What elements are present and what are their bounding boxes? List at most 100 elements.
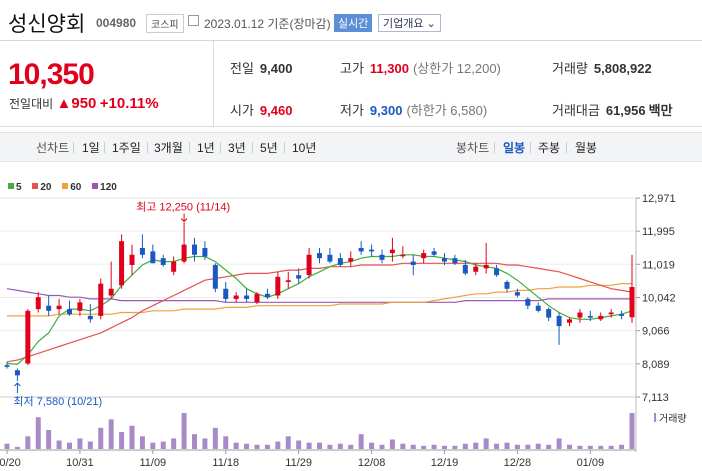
value: 61,956 [605, 103, 646, 118]
high-annotation: 최고 12,250 (11/14) [136, 200, 230, 213]
volume-bar [587, 445, 593, 449]
candle-body [462, 264, 468, 274]
volume-bar [192, 434, 197, 449]
y-tick-label: 9,066 [642, 326, 670, 338]
tab-period-10y[interactable]: 10년 [292, 141, 317, 155]
candle-body [556, 315, 562, 327]
volume-bar [421, 445, 427, 449]
label: 시가 [230, 103, 254, 118]
calendar-icon [188, 15, 199, 26]
ma-legend: 5 20 60 120 [8, 182, 125, 193]
unit: 백만 [648, 103, 673, 118]
volume-bar [483, 438, 489, 449]
tab-line-chart[interactable]: 선차트 [36, 141, 70, 155]
stock-header: 성신양회 004980 코스피 2023.01.12 기준(장마감) 실시간 기… [0, 0, 702, 40]
volume-bar [4, 443, 10, 449]
y-tick-label: 10,042 [642, 293, 676, 305]
x-tick-label: 12/08 [358, 457, 386, 469]
candle-body [608, 312, 614, 315]
change-rate: +10.11% [99, 95, 159, 112]
candle-body [35, 297, 41, 310]
candle-body [67, 309, 72, 315]
volume-bar [473, 442, 479, 449]
stat-high: 고가 11,300 (상한가 12,200) [340, 58, 501, 77]
legend-ma20: 20 [32, 182, 51, 193]
candle-body [400, 254, 406, 257]
tab-candle-chart[interactable]: 봉차트 [456, 141, 490, 155]
y-tick-label: 12,971 [642, 193, 676, 205]
value: 9,300 [369, 103, 403, 118]
volume-bar [369, 442, 375, 449]
volume-bar [108, 419, 114, 449]
value: 9,400 [259, 61, 293, 76]
volume-bar [619, 444, 625, 449]
volume-bar [546, 444, 552, 449]
candle-body [77, 302, 83, 311]
legend-ma60-label: 60 [70, 182, 82, 193]
volume-bar [514, 444, 520, 449]
company-info-dropdown[interactable]: 기업개요 ⌄ [378, 14, 441, 32]
stat-amount: 거래대금 61,956 백만 [552, 100, 673, 119]
value: 5,808,922 [593, 61, 652, 76]
volume-legend-swatch [654, 413, 656, 422]
tab-period-1y[interactable]: 1년 [197, 141, 215, 155]
x-tick-label: 01/09 [577, 457, 605, 469]
candle-body [504, 281, 510, 289]
price-change: 전일대비 ▲950 +10.11% [9, 95, 159, 112]
high-arrow-head [180, 218, 188, 223]
y-tick-label: 8,089 [642, 359, 670, 371]
volume-bar [119, 432, 125, 449]
tab-period-3m[interactable]: 3개월 [154, 141, 183, 155]
volume-bar [504, 442, 510, 449]
volume-bar [389, 439, 395, 449]
candle-body [473, 266, 479, 272]
candle-body [139, 247, 145, 255]
volume-bar [442, 445, 447, 449]
candle-body [546, 309, 552, 318]
candle-body [129, 254, 135, 265]
legend-ma5: 5 [8, 182, 22, 193]
change-label: 전일대비 [9, 97, 54, 111]
candle-body [514, 292, 520, 296]
volume-bar [577, 445, 583, 449]
ma20-line [6, 262, 633, 363]
label: 거래량 [552, 61, 588, 76]
stat-prev-close: 전일 9,400 [230, 58, 292, 77]
candle-body [87, 315, 93, 320]
market-badge: 코스피 [146, 14, 184, 33]
legend-ma120-label: 120 [100, 182, 117, 193]
volume-bar [431, 444, 437, 449]
candle-body [160, 258, 166, 265]
legend-ma120: 120 [92, 182, 117, 193]
up-triangle-icon: ▲ [56, 95, 72, 112]
candle-body [525, 298, 531, 306]
candle-body [619, 314, 625, 316]
label: 고가 [340, 61, 364, 76]
tab-divider [284, 142, 285, 153]
volume-bar [337, 443, 343, 449]
volume-bar [56, 440, 62, 449]
candle-body [494, 268, 500, 276]
volume-label: 거래량 [659, 413, 687, 425]
stat-volume: 거래량 5,808,922 [552, 58, 652, 77]
tab-divider [252, 142, 253, 153]
candle-body [379, 254, 385, 260]
tab-daily[interactable]: 일봉 [503, 141, 526, 155]
candle-body [150, 251, 156, 264]
x-tick-label: 11/29 [285, 457, 312, 469]
tab-divider [220, 142, 221, 153]
volume-bar [160, 441, 166, 449]
volume-bar [306, 442, 312, 449]
stock-name: 성신양회 [8, 13, 86, 36]
stat-low: 저가 9,300 (하한가 6,580) [340, 100, 487, 119]
tab-period-1d[interactable]: 1일 [82, 141, 100, 155]
realtime-button[interactable]: 실시간 [334, 14, 373, 32]
candle-body [358, 247, 364, 252]
tab-weekly[interactable]: 주봉 [538, 141, 561, 155]
tab-period-5y[interactable]: 5년 [260, 141, 278, 155]
tab-period-1w[interactable]: 1주일 [112, 141, 141, 155]
tab-period-3y[interactable]: 3년 [228, 141, 246, 155]
volume-bar [202, 438, 208, 449]
volume-bar [46, 429, 52, 449]
tab-monthly[interactable]: 월봉 [575, 141, 598, 155]
